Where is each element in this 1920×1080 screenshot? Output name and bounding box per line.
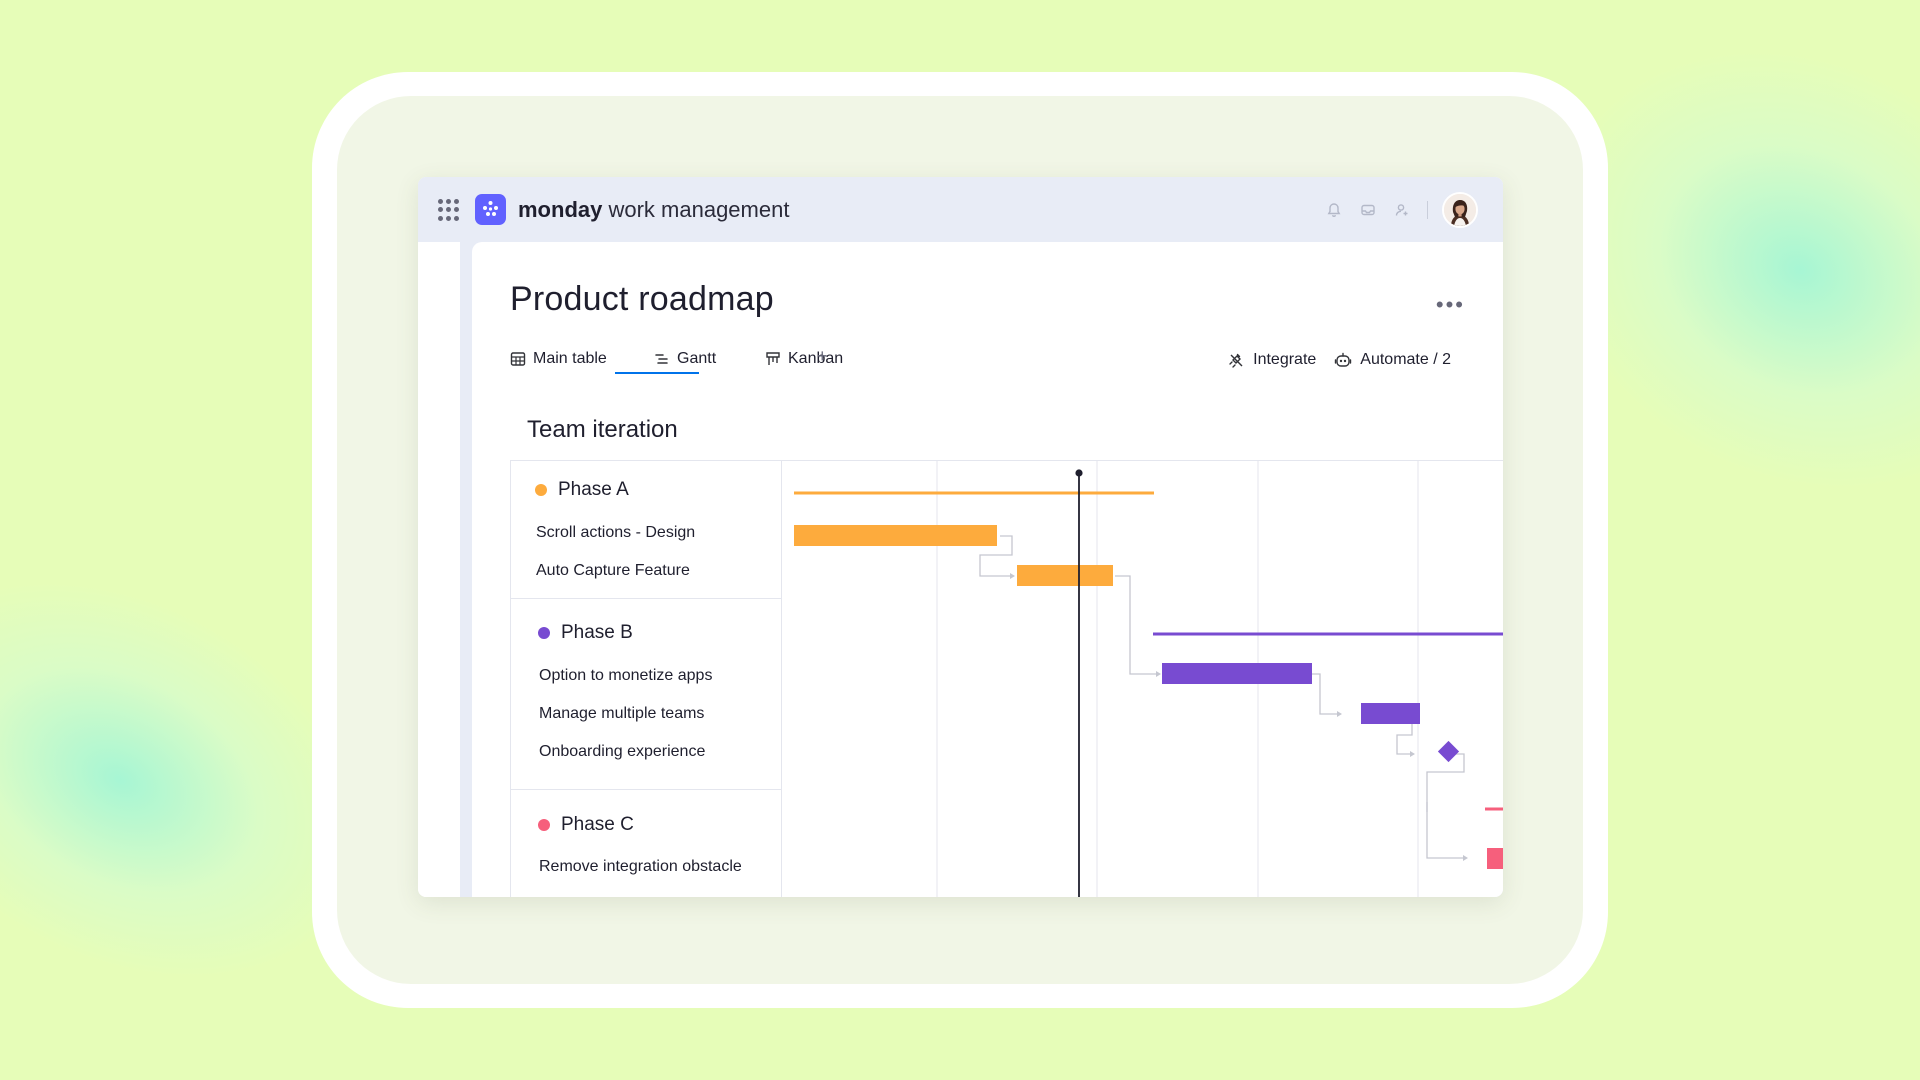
task-item[interactable]: Option to monetize apps xyxy=(539,667,713,684)
task-item[interactable]: Manage multiple teams xyxy=(539,705,705,722)
brand-light: work management xyxy=(602,197,790,222)
left-sidebar xyxy=(418,242,460,897)
group-title: Team iteration xyxy=(527,416,678,443)
tab-kanban[interactable]: Kanban xyxy=(765,344,843,374)
tab-gantt-label: Gantt xyxy=(677,350,717,367)
phase-a-header[interactable]: Phase A xyxy=(535,479,629,501)
add-view-button[interactable]: + xyxy=(817,346,828,366)
brand-name: monday work management xyxy=(518,197,789,223)
active-tab-indicator xyxy=(615,372,699,374)
phase-b-header[interactable]: Phase B xyxy=(538,622,633,644)
integrate-icon xyxy=(1229,353,1243,368)
automate-label: Automate / 2 xyxy=(1360,351,1451,368)
top-bar: monday work management xyxy=(418,177,1503,242)
phase-divider xyxy=(511,789,781,790)
gantt-chart xyxy=(794,461,1503,897)
apps-grid-icon[interactable] xyxy=(438,199,460,221)
tab-main-table-label: Main table xyxy=(533,350,607,367)
task-list: Phase A Scroll actions - Design Auto Cap… xyxy=(510,461,782,897)
app-window: monday work management xyxy=(418,177,1503,897)
task-item[interactable]: Remove integration obstacle xyxy=(539,858,742,875)
automate-icon xyxy=(1335,352,1352,367)
task-bar-remove-obstacle[interactable] xyxy=(1487,848,1503,869)
top-bar-divider xyxy=(1427,201,1428,219)
tab-gantt[interactable]: Gantt xyxy=(654,344,716,374)
connector-arrows xyxy=(1010,573,1468,861)
gantt-icon xyxy=(655,354,668,364)
phase-c-dot xyxy=(538,819,550,831)
kanban-icon xyxy=(766,352,780,365)
tab-kanban-label: Kanban xyxy=(788,350,844,367)
integrate-button[interactable]: Integrate xyxy=(1228,351,1316,369)
invite-user-icon[interactable] xyxy=(1391,199,1413,221)
dependency-connectors xyxy=(979,535,1465,859)
more-options-button[interactable]: ••• xyxy=(1435,292,1465,317)
milestone-onboarding[interactable] xyxy=(1437,740,1460,763)
gantt-top-border xyxy=(510,460,1503,461)
task-bar-monetize-apps[interactable] xyxy=(1162,663,1312,684)
page-title: Product roadmap xyxy=(510,280,774,318)
phase-a-label: Phase A xyxy=(558,479,629,500)
today-marker xyxy=(1075,469,1083,477)
top-icons xyxy=(1311,192,1478,228)
phase-b-dot xyxy=(538,627,550,639)
board-actions: Integrate Automate / 2 xyxy=(1210,349,1451,371)
brand-strong: monday xyxy=(518,197,603,222)
inbox-icon[interactable] xyxy=(1357,199,1379,221)
table-icon xyxy=(510,352,526,366)
phase-c-header[interactable]: Phase C xyxy=(538,814,634,836)
task-item[interactable]: Scroll actions - Design xyxy=(536,524,696,541)
avatar[interactable] xyxy=(1442,192,1478,228)
task-bar-auto-capture[interactable] xyxy=(1017,565,1113,586)
board-panel: Product roadmap ••• Main table Gantt Kan… xyxy=(472,242,1503,897)
automate-button[interactable]: Automate / 2 xyxy=(1334,351,1451,369)
task-bar-multiple-teams[interactable] xyxy=(1361,703,1420,724)
task-bar-scroll-actions[interactable] xyxy=(794,525,997,546)
phase-divider xyxy=(511,598,781,599)
phase-c-label: Phase C xyxy=(561,814,634,835)
task-item[interactable]: Auto Capture Feature xyxy=(536,562,690,579)
phase-b-label: Phase B xyxy=(561,622,633,643)
phase-a-dot xyxy=(535,484,547,496)
integrate-label: Integrate xyxy=(1253,351,1317,368)
monday-logo-icon[interactable] xyxy=(475,194,506,225)
tab-main-table[interactable]: Main table xyxy=(510,344,607,374)
bell-icon[interactable] xyxy=(1323,199,1345,221)
task-item[interactable]: Onboarding experience xyxy=(539,743,706,760)
